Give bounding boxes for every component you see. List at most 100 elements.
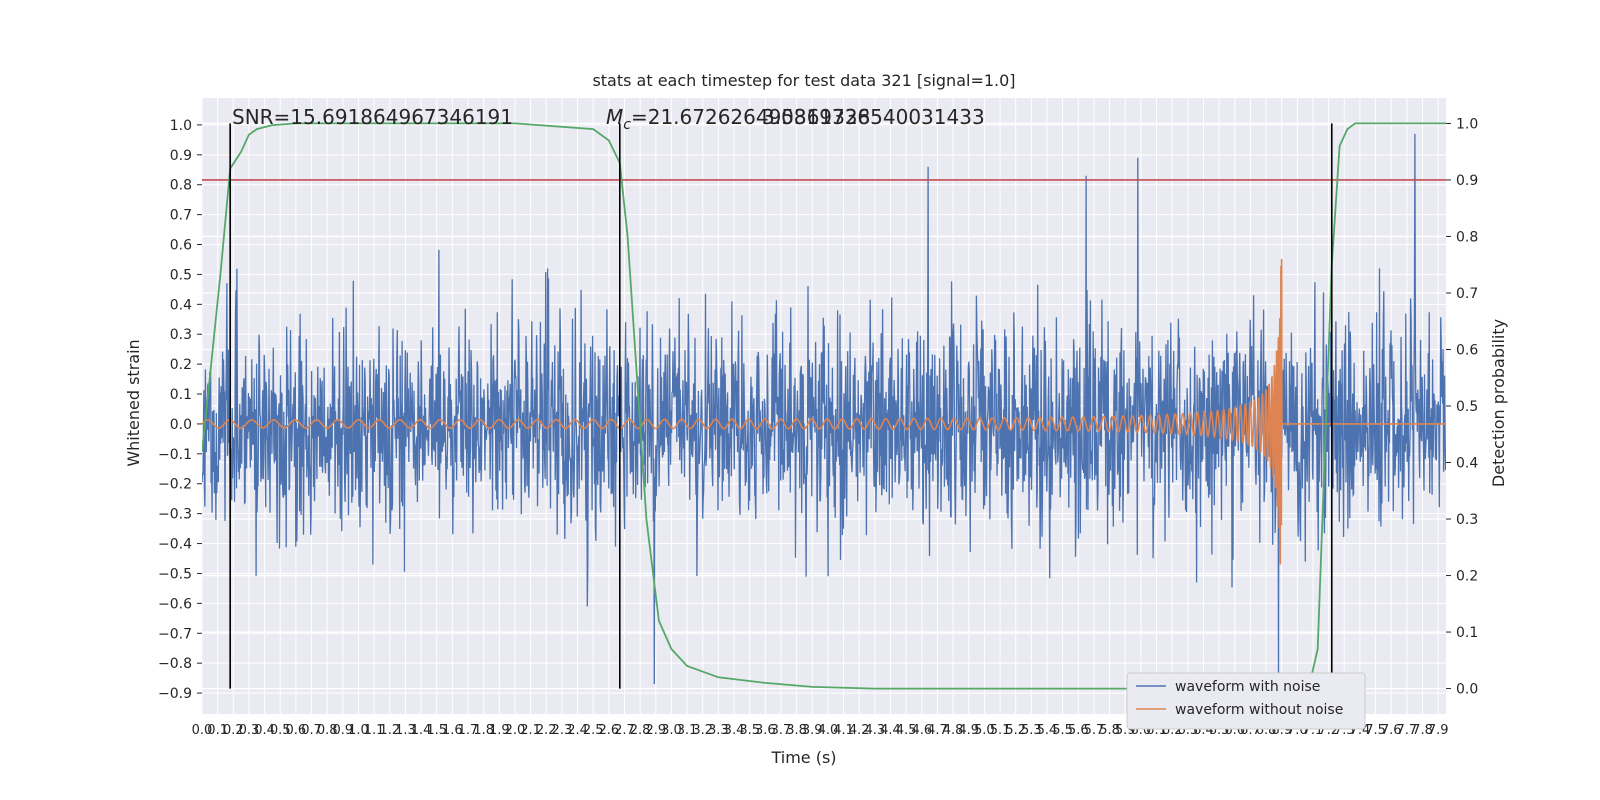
x-tick-label: 3.3 [708,723,729,738]
snr-annotation: SNR=15.691864967346191 [232,105,513,129]
x-tick-label: 4.7 [927,723,948,738]
y-tick-label: 0.7 [170,208,192,224]
x-tick-label: 1.4 [411,723,432,738]
x-tick-label: 4.5 [896,723,917,738]
y-tick-label: 0.2 [170,357,192,373]
annotations: SNR=15.691864967346191 Mc=21.672626495361… [232,105,985,133]
y-tick-label: 0.8 [170,178,192,194]
x-tick-label: 2.6 [598,723,619,738]
y2-tick-label: 0.4 [1456,456,1478,472]
x-tick-label: 4.9 [958,723,979,738]
x-tick-label: 3.8 [786,723,807,738]
x-tick-label: 2.0 [505,723,526,738]
x-tick-label: 5.4 [1037,723,1058,738]
y-axis-ticks: 1.0 0.9 0.8 0.7 0.6 0.5 0.4 0.3 0.2 0.1 0.0 −0.1 −0.… [158,118,202,702]
x-tick-label: 1.1 [364,723,385,738]
x-tick-label: 5.2 [1005,723,1026,738]
x-tick-label: 5.6 [1068,723,1089,738]
x-tick-label: 2.4 [567,723,588,738]
overlapping-annotation: 3.0819736540031433 [762,105,985,129]
y2-axis-ticks: 1.0 0.9 0.8 0.7 0.6 0.5 0.4 0.3 0.2 0.1 0.0 [1446,116,1478,698]
x-tick-label: 0.3 [239,723,260,738]
detection-probability-line [202,122,1446,690]
x-tick-label: 4.4 [880,723,901,738]
legend: waveform with noise waveform without noi… [1126,672,1366,730]
x-tick-label: 2.1 [520,723,541,738]
y-tick-label: 0.9 [170,148,192,164]
x-tick-label: 3.7 [771,723,792,738]
x-tick-label: 5.1 [990,723,1011,738]
y-tick-label: 1.0 [170,118,192,134]
x-tick-label: 5.7 [1084,723,1105,738]
x-tick-label: 1.6 [442,723,463,738]
y-tick-label: 0.4 [170,297,192,313]
y2-axis-label: Detection probability [1489,319,1508,487]
x-tick-label: 1.2 [379,723,400,738]
x-tick-label: 2.8 [630,723,651,738]
y-tick-label: 0.1 [170,387,192,403]
x-tick-label: 0.5 [270,723,291,738]
x-tick-label: 0.6 [286,723,307,738]
y-tick-label: 0.0 [170,417,192,433]
x-tick-label: 7.7 [1397,723,1418,738]
x-tick-label: 1.8 [473,723,494,738]
x-tick-label: 4.6 [911,723,932,738]
x-axis-label: Time (s) [770,748,836,767]
x-tick-label: 4.1 [833,723,854,738]
x-tick-label: 5.0 [974,723,995,738]
x-tick-label: 2.2 [536,723,557,738]
x-tick-label: 3.2 [692,723,713,738]
y-tick-label: −0.9 [158,686,192,702]
y-tick-label: 0.5 [170,267,192,283]
x-tick-label: 2.3 [552,723,573,738]
legend-box [1126,672,1366,730]
legend-label-clean: waveform without noise [1175,702,1343,718]
series-layer [202,122,1446,690]
x-tick-label: 3.4 [724,723,745,738]
x-tick-label: 0.7 [301,723,322,738]
x-tick-label: 1.7 [458,723,479,738]
y2-tick-label: 0.9 [1456,173,1478,189]
x-tick-label: 3.0 [661,723,682,738]
x-tick-label: 3.1 [677,723,698,738]
x-tick-label: 4.8 [943,723,964,738]
legend-label-noise: waveform with noise [1175,679,1320,695]
y2-tick-label: 0.2 [1456,569,1478,585]
y-tick-label: −0.7 [158,626,192,642]
x-tick-label: 1.3 [395,723,416,738]
y-axis-label: Whitened strain [124,339,143,466]
y2-tick-label: 0.3 [1456,512,1478,528]
y2-tick-label: 0.5 [1456,399,1478,415]
x-tick-label: 0.4 [254,723,275,738]
y2-tick-label: 0.1 [1456,625,1478,641]
x-tick-label: 2.9 [645,723,666,738]
chart-title: stats at each timestep for test data 321… [592,71,1015,90]
x-tick-label: 7.8 [1412,723,1433,738]
x-tick-label: 0.8 [317,723,338,738]
x-tick-label: 5.8 [1099,723,1120,738]
x-tick-label: 5.5 [1052,723,1073,738]
x-tick-label: 0.2 [223,723,244,738]
y2-tick-label: 0.6 [1456,342,1478,358]
x-tick-label: 0.1 [207,723,228,738]
x-tick-label: 2.7 [614,723,635,738]
x-tick-label: 5.3 [1021,723,1042,738]
x-tick-label: 3.9 [802,723,823,738]
x-tick-label: 4.3 [865,723,886,738]
y-tick-label: −0.3 [158,507,192,523]
y-tick-label: −0.8 [158,656,192,672]
x-tick-label: 4.0 [818,723,839,738]
y-tick-label: −0.1 [158,447,192,463]
x-tick-label: 4.2 [849,723,870,738]
y2-tick-label: 0.8 [1456,229,1478,245]
x-tick-label: 3.6 [755,723,776,738]
y-tick-label: 0.3 [170,327,192,343]
clean-waveform-line [202,258,1446,565]
x-tick-label: 1.9 [489,723,510,738]
x-tick-label: 0.0 [192,723,213,738]
y-tick-label: −0.6 [158,596,192,612]
y2-tick-label: 1.0 [1456,116,1478,132]
x-tick-label: 7.5 [1365,723,1386,738]
x-tick-label: 1.0 [348,723,369,738]
y-tick-label: −0.2 [158,477,192,493]
